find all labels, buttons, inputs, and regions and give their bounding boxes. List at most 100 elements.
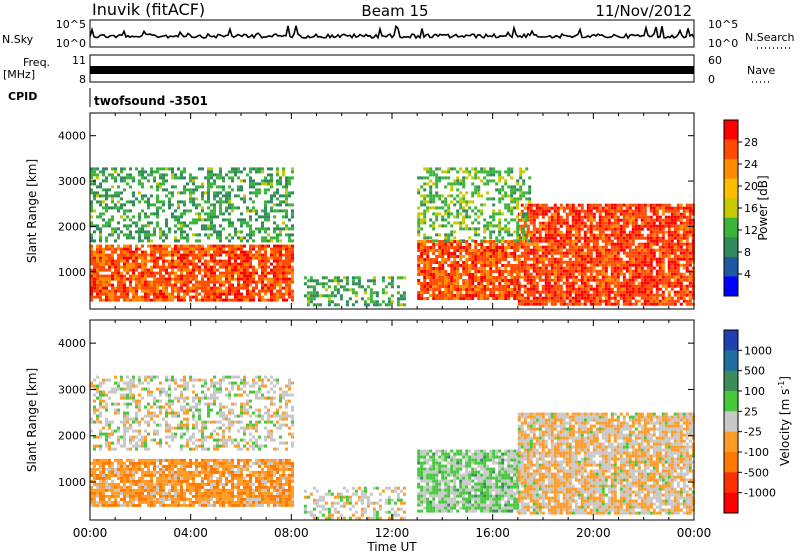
heatmap-cell [492, 270, 496, 273]
heatmap-cell [114, 289, 117, 293]
heatmap-cell [583, 212, 587, 216]
heatmap-cell [468, 252, 472, 255]
heatmap-cell [622, 275, 626, 279]
heatmap-cell [402, 303, 406, 307]
heatmap-cell [504, 255, 508, 258]
heatmap-cell [129, 244, 132, 248]
heatmap-cell [162, 265, 165, 269]
heatmap-cell [420, 288, 424, 291]
heatmap-cell [589, 296, 593, 300]
heatmap-cell [117, 277, 120, 281]
heatmap-cell [541, 215, 545, 219]
heatmap-cell [595, 239, 599, 243]
heatmap-cell [571, 218, 575, 222]
heatmap-cell [619, 206, 623, 210]
heatmap-cell [553, 230, 557, 234]
heatmap-cell [532, 209, 536, 213]
heatmap-cell [643, 302, 647, 306]
heatmap-cell [586, 242, 590, 246]
heatmap-cell [240, 253, 243, 257]
heatmap-cell [568, 242, 572, 246]
heatmap-cell [691, 296, 695, 300]
heatmap-cell [468, 246, 472, 249]
heatmap-cell [174, 289, 177, 293]
heatmap-cell [267, 277, 270, 281]
heatmap-cell [219, 170, 222, 174]
heatmap-cell [351, 291, 355, 295]
heatmap-cell [354, 294, 358, 298]
heatmap-cell [192, 271, 195, 275]
heatmap-cell [640, 203, 644, 207]
heatmap-cell [201, 262, 204, 266]
heatmap-cell [577, 290, 581, 294]
heatmap-cell [456, 273, 460, 276]
heatmap-cell [556, 239, 560, 243]
heatmap-cell [604, 209, 608, 213]
sky-left-tick-bottom: 10^0 [56, 37, 86, 50]
heatmap-cell [480, 258, 484, 261]
heatmap-cell [577, 302, 581, 306]
heatmap-cell [213, 227, 216, 231]
heatmap-cell [132, 236, 135, 240]
heatmap-cell [480, 279, 484, 282]
heatmap-cell [507, 233, 511, 237]
heatmap-cell [649, 254, 653, 258]
heatmap-cell [625, 278, 629, 282]
heatmap-cell [679, 212, 683, 216]
heatmap-cell [589, 254, 593, 258]
heatmap-cell [643, 257, 647, 261]
heatmap-cell [589, 203, 593, 207]
heatmap-cell [453, 182, 457, 186]
heatmap-cell [213, 209, 216, 213]
heatmap-cell [201, 298, 204, 302]
heatmap-cell [691, 248, 695, 252]
heatmap-cell [336, 303, 340, 307]
heatmap-cell [637, 209, 641, 213]
heatmap-cell [465, 261, 469, 264]
heatmap-cell [592, 278, 596, 282]
heatmap-cell [652, 212, 656, 216]
heatmap-cell [207, 173, 210, 177]
heatmap-cell [267, 179, 270, 183]
heatmap-cell [501, 294, 505, 297]
heatmap-cell [369, 300, 373, 304]
heatmap-cell [285, 176, 288, 180]
heatmap-cell [610, 287, 614, 291]
heatmap-cell [105, 283, 108, 287]
heatmap-cell [468, 258, 472, 261]
heatmap-cell [598, 281, 602, 285]
nave-label: Nave [747, 64, 775, 77]
heatmap-cell [604, 227, 608, 231]
heatmap-cell [685, 227, 689, 231]
heatmap-cell [516, 285, 520, 288]
heatmap-cell [471, 297, 475, 300]
heatmap-cell [231, 265, 234, 269]
heatmap-cell [498, 173, 502, 177]
heatmap-cell [610, 278, 614, 282]
heatmap-cell [207, 170, 210, 174]
heatmap-cell [423, 221, 427, 225]
heatmap-cell [93, 458, 96, 462]
heatmap-cell [519, 170, 523, 174]
heatmap-cell [444, 249, 448, 252]
heatmap-cell [517, 263, 521, 267]
heatmap-cell [465, 282, 469, 285]
heatmap-cell [258, 227, 261, 231]
heatmap-cell [456, 170, 460, 174]
heatmap-cell [288, 286, 291, 290]
heatmap-cell [123, 203, 126, 207]
heatmap-cell [204, 286, 207, 290]
heatmap-cell [90, 209, 93, 213]
heatmap-cell [273, 280, 276, 284]
heatmap-cell [99, 212, 102, 216]
heatmap-cell [162, 203, 165, 207]
heatmap-cell [285, 247, 288, 251]
heatmap-cell [459, 212, 463, 216]
heatmap-cell [141, 167, 144, 171]
heatmap-cell [273, 268, 276, 272]
heatmap-cell [171, 259, 174, 263]
heatmap-cell [114, 191, 117, 195]
heatmap-cell [432, 246, 436, 249]
heatmap-cell [264, 188, 267, 192]
heatmap-cell [477, 258, 481, 261]
